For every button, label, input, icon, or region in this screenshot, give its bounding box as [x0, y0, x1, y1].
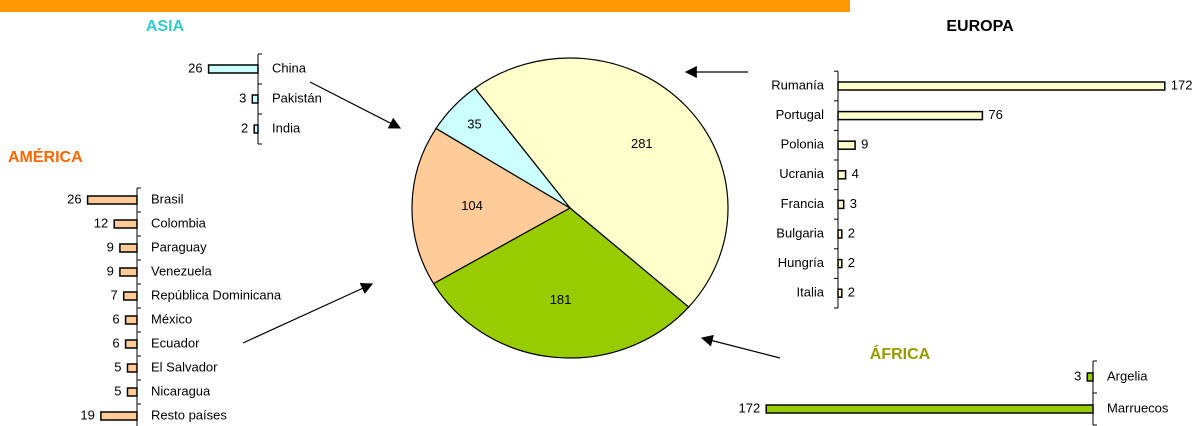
category-label: Nicaragua	[151, 383, 211, 398]
chart-title: ASIA	[146, 18, 185, 35]
value-label: 3	[850, 196, 857, 211]
category-label: China	[272, 60, 307, 75]
header-band	[0, 0, 850, 12]
value-label: 9	[107, 239, 114, 254]
value-label: 9	[861, 137, 868, 152]
value-label: 6	[112, 311, 119, 326]
slice-label: 281	[631, 136, 653, 151]
category-label: Polonia	[781, 137, 825, 152]
value-label: 5	[114, 383, 121, 398]
arrow	[242, 283, 374, 344]
bar	[124, 339, 138, 349]
bar	[119, 267, 138, 277]
pie-slice	[432, 207, 690, 359]
value-label: 2	[848, 225, 855, 240]
value-label: 2	[848, 285, 855, 300]
pie-slice	[474, 57, 729, 308]
chart-title: ÁFRICA	[870, 344, 931, 363]
value-label: 172	[1171, 77, 1193, 92]
category-label: Argelia	[1107, 368, 1148, 383]
category-label: República Dominicana	[151, 287, 282, 302]
bar	[837, 199, 845, 210]
value-label: 5	[114, 359, 121, 374]
category-label: Marruecos	[1107, 400, 1169, 415]
value-label: 4	[852, 166, 859, 181]
category-label: Colombia	[151, 215, 207, 230]
bar	[119, 243, 138, 253]
category-label: Ucrania	[779, 166, 825, 181]
bar	[837, 288, 843, 298]
category-label: Francia	[781, 196, 825, 211]
category-label: Brasil	[151, 191, 184, 206]
pie-slice	[411, 127, 572, 285]
bar	[113, 219, 138, 229]
value-label: 26	[188, 60, 202, 75]
category-label: Venezuela	[151, 263, 212, 278]
slice-label: 181	[550, 292, 572, 307]
bar	[124, 315, 138, 325]
category-label: Bulgaria	[776, 225, 824, 240]
bar	[126, 387, 138, 397]
chart-title: AMÉRICA	[8, 147, 83, 166]
category-label: Portugal	[776, 107, 825, 122]
bar	[837, 258, 843, 269]
bar	[86, 195, 138, 205]
value-label: 26	[67, 191, 81, 206]
category-label: México	[151, 311, 192, 326]
category-label: Hungría	[778, 255, 825, 270]
bar	[837, 229, 843, 239]
value-label: 3	[1074, 368, 1081, 383]
slice-label: 35	[467, 116, 481, 131]
arrow	[309, 81, 402, 129]
category-label: India	[272, 120, 301, 135]
bar	[253, 124, 259, 134]
value-label: 19	[80, 407, 94, 422]
value-label: 172	[738, 400, 760, 415]
bar	[837, 81, 1166, 91]
bar	[207, 64, 259, 74]
category-label: Pakistán	[272, 90, 322, 105]
bar	[837, 140, 856, 150]
pie-slice	[435, 87, 571, 209]
value-label: 7	[110, 287, 117, 302]
bar	[251, 94, 259, 104]
bar	[1086, 372, 1094, 382]
category-label: Italia	[797, 285, 825, 300]
value-label: 76	[988, 107, 1002, 122]
category-label: El Salvador	[151, 359, 218, 374]
arrow	[700, 334, 781, 359]
bar	[126, 363, 138, 373]
value-label: 3	[239, 90, 246, 105]
bar	[122, 291, 138, 301]
bar	[100, 411, 138, 421]
category-label: Rumanía	[771, 77, 825, 92]
value-label: 9	[107, 263, 114, 278]
bar	[837, 170, 847, 180]
chart-title: EUROPA	[946, 18, 1014, 35]
value-label: 2	[241, 120, 248, 135]
value-label: 12	[94, 215, 108, 230]
value-label: 2	[848, 255, 855, 270]
bar	[837, 110, 984, 121]
category-label: Paraguay	[151, 239, 207, 254]
bar	[765, 404, 1094, 414]
slice-label: 104	[461, 198, 483, 213]
value-label: 6	[112, 335, 119, 350]
category-label: Resto países	[151, 407, 227, 422]
category-label: Ecuador	[151, 335, 200, 350]
